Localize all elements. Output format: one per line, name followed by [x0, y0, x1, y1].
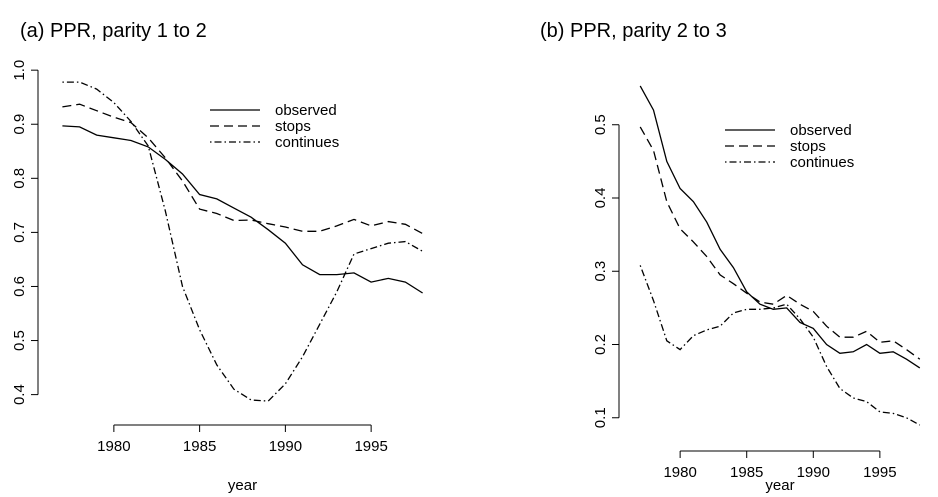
y-tick-label: 0.2	[592, 334, 609, 355]
legend-label: continues	[790, 154, 854, 171]
y-tick-label: 0.1	[592, 407, 609, 428]
x-tick-label: 1985	[730, 464, 763, 481]
y-tick-label: 1.0	[11, 60, 28, 81]
series-line	[639, 265, 921, 426]
y-tick-label: 0.4	[592, 188, 609, 209]
series-line	[639, 126, 921, 360]
legend-label: stops	[790, 138, 826, 155]
x-tick-label: 1995	[354, 438, 387, 455]
chart-title: (b) PPR, parity 2 to 3	[540, 20, 727, 42]
y-tick-label: 0.4	[11, 384, 28, 405]
series-line	[62, 125, 423, 294]
chart-title: (a) PPR, parity 1 to 2	[20, 20, 207, 42]
y-tick-label: 0.9	[11, 114, 28, 135]
series-line	[639, 85, 921, 369]
x-axis-label: year	[765, 477, 794, 494]
y-tick-label: 0.8	[11, 168, 28, 189]
x-tick-label: 1980	[97, 438, 130, 455]
legend-label: stops	[275, 118, 311, 135]
legend-label: continues	[275, 134, 339, 151]
x-tick-label: 1990	[797, 464, 830, 481]
y-tick-label: 0.3	[592, 261, 609, 282]
y-tick-label: 0.5	[592, 114, 609, 135]
y-tick-label: 0.5	[11, 330, 28, 351]
legend-label: observed	[275, 102, 337, 119]
legend-label: observed	[790, 122, 852, 139]
x-tick-label: 1995	[863, 464, 896, 481]
y-tick-label: 0.6	[11, 276, 28, 297]
x-axis-label: year	[228, 477, 257, 494]
series-line	[62, 103, 423, 235]
x-tick-label: 1985	[183, 438, 216, 455]
series-line	[62, 81, 423, 402]
x-tick-label: 1990	[269, 438, 302, 455]
y-tick-label: 0.7	[11, 222, 28, 243]
x-tick-label: 1980	[663, 464, 696, 481]
